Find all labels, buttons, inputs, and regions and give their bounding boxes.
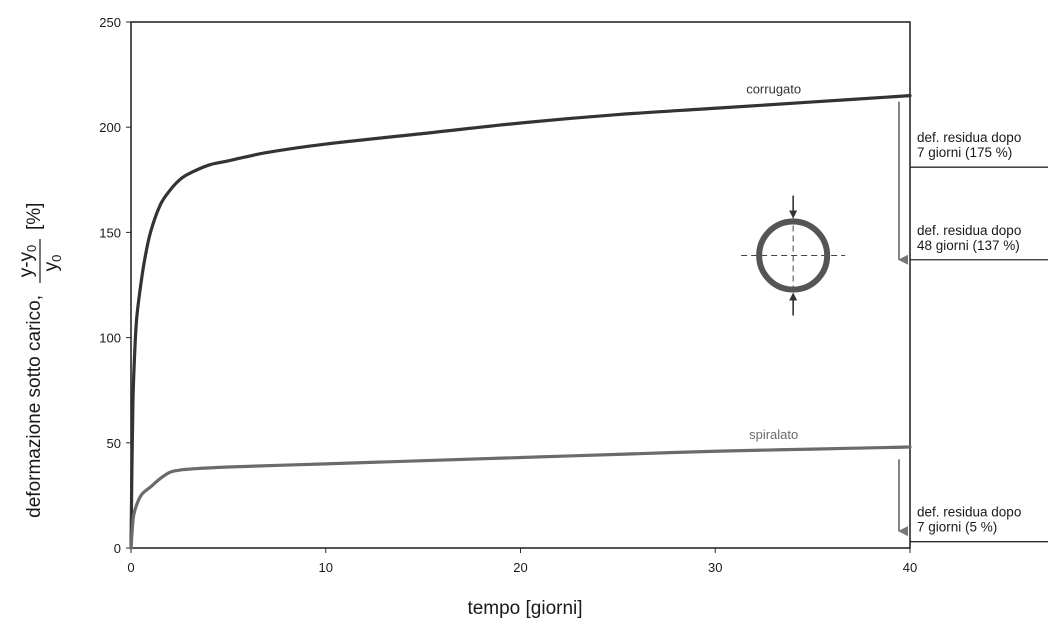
y-axis-label-numerator: y-y0 (16, 245, 39, 278)
annotations-layer: def. residua dopo 7 giorni (175 %) def. re… (898, 101, 1048, 543)
inset-bottom-force-arrowhead (789, 292, 798, 301)
y-axis-label-unit: [%] (24, 203, 45, 230)
x-axis-label: tempo [giorni] (467, 598, 582, 619)
x-tick-label: 0 (127, 560, 134, 575)
y-axis-label: deformazione sotto carico, y-y0 y0 [%] (16, 203, 64, 518)
x-tick-label: 20 (513, 560, 527, 575)
axis-ticks: 0 10 20 30 40 0 50 100 150 200 250 (99, 15, 917, 575)
y-tick-label: 250 (99, 15, 121, 30)
plot-area-border (130, 21, 911, 549)
y-tick-label: 100 (99, 331, 121, 346)
plot-frame (130, 21, 911, 549)
y-tick-label: 200 (99, 120, 121, 135)
y-tick-label: 0 (114, 541, 121, 556)
series-line-spiralato (129, 445, 912, 550)
inset-pipe-ring (756, 218, 831, 293)
annotation-text: def. residua dopo 48 giorni (137 %) (917, 223, 1021, 253)
y-tick-label: 150 (99, 225, 121, 240)
pipe-cross-section-icon (741, 195, 846, 316)
annotation-text: def. residua dopo 7 giorni (5 %) (917, 505, 1021, 535)
series-label-spiralato: spiralato (749, 427, 798, 442)
x-tick-label: 10 (319, 560, 333, 575)
inset-top-force-arrowhead (789, 210, 798, 219)
x-tick-label: 30 (708, 560, 722, 575)
series-label-corrugato: corrugato (746, 81, 801, 96)
x-tick-label: 40 (903, 560, 917, 575)
series-layer: corrugato spiralato (129, 81, 912, 550)
y-axis-label-denominator: y0 (41, 255, 64, 272)
annotation-text: def. residua dopo 7 giorni (175 %) (917, 130, 1021, 160)
y-tick-label: 50 (107, 436, 121, 451)
y-axis-label-prefix: deformazione sotto carico, (24, 295, 45, 518)
series-line-corrugato (129, 94, 912, 550)
